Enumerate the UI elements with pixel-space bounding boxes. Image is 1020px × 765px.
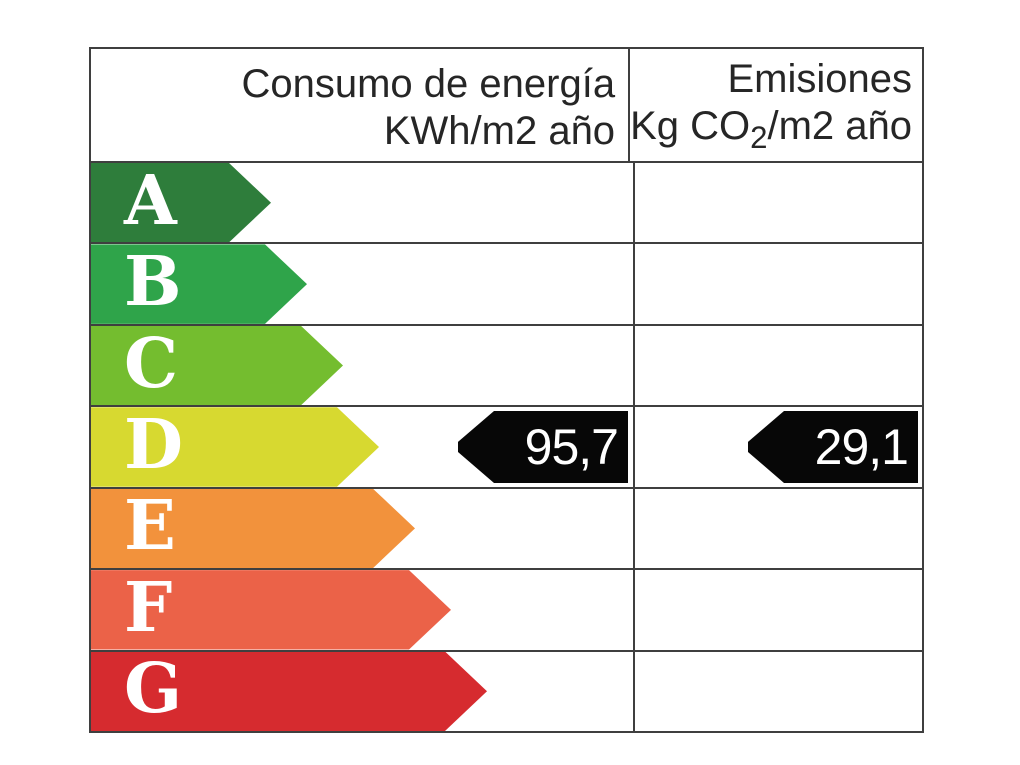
rating-row-g: G: [91, 649, 922, 731]
rating-letter-e: E: [124, 486, 176, 567]
energy-rating-table: Consumo de energía KWh/m2 año Emisiones …: [89, 47, 924, 733]
rating-arrow-g: G: [91, 652, 487, 731]
rating-arrow-e: E: [91, 489, 415, 568]
rating-row-f: F: [91, 568, 922, 650]
consumption-value-arrow: 95,7: [458, 410, 628, 483]
rating-letter-a: A: [124, 160, 177, 241]
rating-row-d: D 95,7 29,1: [91, 405, 922, 487]
consumption-cell-f: F: [91, 570, 633, 649]
emissions-cell-d: 29,1: [633, 407, 922, 487]
rating-row-a: A: [91, 161, 922, 243]
emissions-cell-a: [633, 163, 922, 243]
consumption-cell-b: B: [91, 244, 633, 323]
emissions-unit-prefix: Kg CO: [630, 103, 751, 148]
consumption-cell-a: A: [91, 163, 633, 242]
emissions-header-line1: Emisiones: [727, 56, 912, 101]
header-emissions: Emisiones Kg CO2/m2 año: [628, 49, 922, 161]
emissions-header-line2: Kg CO2/m2 año: [630, 103, 912, 161]
emissions-value: 29,1: [814, 418, 909, 475]
rating-arrow-f: F: [91, 570, 451, 649]
rating-arrow-c: C: [91, 326, 343, 405]
rating-letter-d: D: [124, 404, 183, 485]
rating-rows: A B C D 95,7 29,1 E F G: [91, 161, 922, 731]
rating-row-b: B: [91, 242, 922, 324]
table-header: Consumo de energía KWh/m2 año Emisiones …: [91, 49, 922, 161]
rating-row-e: E: [91, 486, 922, 569]
rating-arrow-b: B: [91, 244, 307, 323]
rating-letter-g: G: [124, 649, 183, 730]
consumption-value: 95,7: [524, 418, 619, 475]
rating-letter-f: F: [124, 567, 173, 648]
emissions-cell-b: [633, 244, 922, 324]
emissions-cell-f: [633, 570, 922, 650]
rating-arrow-a: A: [91, 163, 271, 242]
emissions-unit-suffix: /m2 año: [767, 103, 912, 148]
consumption-cell-e: E: [91, 489, 633, 568]
rating-arrow-d: D: [91, 407, 379, 486]
rating-letter-c: C: [124, 323, 179, 404]
emissions-cell-g: [633, 651, 922, 731]
header-consumption: Consumo de energía KWh/m2 año: [91, 49, 628, 161]
consumption-header-line1: Consumo de energía: [241, 62, 616, 106]
consumption-cell-g: G: [91, 652, 633, 731]
consumption-header-line2: KWh/m2 año: [383, 109, 616, 153]
rating-letter-b: B: [124, 242, 182, 323]
emissions-value-arrow: 29,1: [748, 410, 918, 483]
rating-row-c: C: [91, 323, 922, 406]
consumption-cell-d: D 95,7: [91, 407, 633, 486]
consumption-cell-c: C: [91, 326, 633, 405]
emissions-co2-subscript: 2: [750, 119, 768, 155]
emissions-cell-e: [633, 488, 922, 569]
emissions-cell-c: [633, 325, 922, 406]
